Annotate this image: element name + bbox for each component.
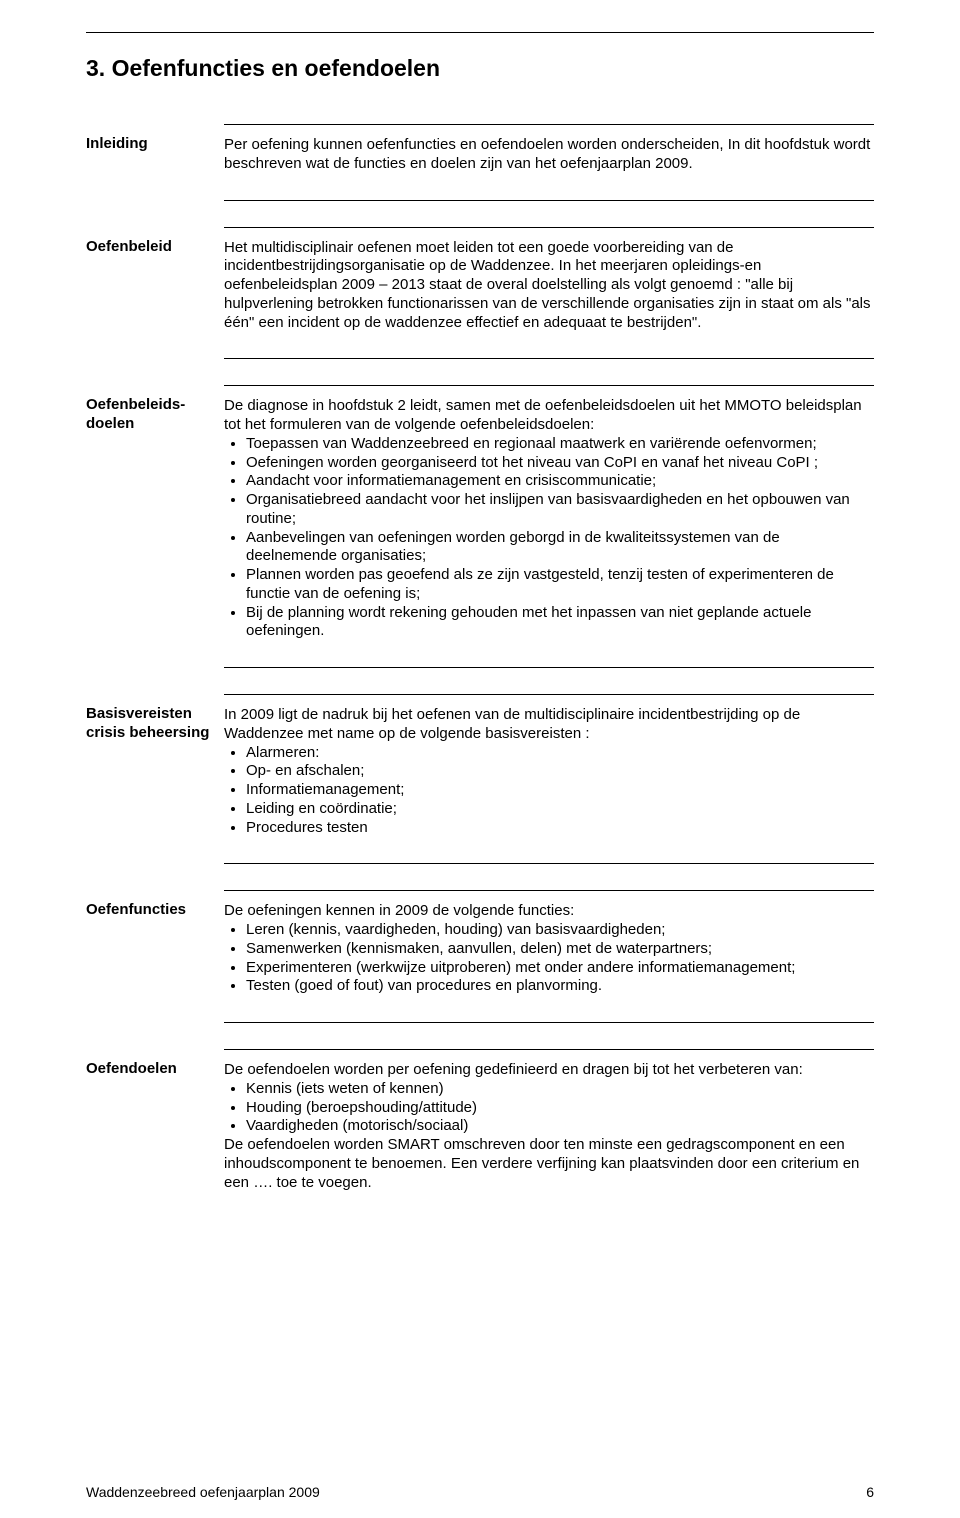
list-item: Samenwerken (kennismaken, aanvullen, del…: [246, 940, 874, 959]
rule-wrap: [86, 358, 874, 359]
section-rule: [224, 863, 874, 864]
content-oefenbeleidsdoelen: De diagnose in hoofdstuk 2 leidt, samen …: [224, 385, 874, 667]
list-item: Bij de planning wordt rekening gehouden …: [246, 604, 874, 642]
list-item: Oefeningen worden georganiseerd tot het …: [246, 454, 874, 473]
label-basisvereisten: Basisvereisten crisis beheersing: [86, 694, 224, 743]
list-item: Informatiemanagement;: [246, 781, 874, 800]
label-oefenbeleidsdoelen: Oefenbeleids-doelen: [86, 385, 224, 434]
content-basisvereisten: In 2009 ligt de nadruk bij het oefenen v…: [224, 694, 874, 863]
list-item: Alarmeren:: [246, 744, 874, 763]
list-basisvereisten: Alarmeren: Op- en afschalen; Informatiem…: [224, 744, 874, 838]
content-oefendoelen: De oefendoelen worden per oefening gedef…: [224, 1049, 874, 1202]
list-item: Procedures testen: [246, 819, 874, 838]
section-rule: [224, 1022, 874, 1023]
section-oefendoelen: Oefendoelen De oefendoelen worden per oe…: [86, 1049, 874, 1202]
list-item: Vaardigheden (motorisch/sociaal): [246, 1117, 874, 1136]
content-oefenfuncties: De oefeningen kennen in 2009 de volgende…: [224, 890, 874, 1022]
list-item: Houding (beroepshouding/attitude): [246, 1099, 874, 1118]
list-item: Plannen worden pas geoefend als ze zijn …: [246, 566, 874, 604]
intro-oefenbeleidsdoelen: De diagnose in hoofdstuk 2 leidt, samen …: [224, 397, 874, 435]
section-rule: [224, 667, 874, 668]
page: 3. Oefenfuncties en oefendoelen Inleidin…: [0, 0, 960, 1518]
section-oefenfuncties: Oefenfuncties De oefeningen kennen in 20…: [86, 890, 874, 1022]
list-item: Leren (kennis, vaardigheden, houding) va…: [246, 921, 874, 940]
section-rule: [224, 200, 874, 201]
intro-oefenfuncties: De oefeningen kennen in 2009 de volgende…: [224, 902, 874, 921]
list-item: Op- en afschalen;: [246, 762, 874, 781]
list-item: Aanbevelingen van oefeningen worden gebo…: [246, 529, 874, 567]
footer-page-number: 6: [866, 1484, 874, 1500]
list-item: Aandacht voor informatiemanagement en cr…: [246, 472, 874, 491]
list-oefenbeleidsdoelen: Toepassen van Waddenzeebreed en regionaa…: [224, 435, 874, 641]
rule-wrap: [86, 863, 874, 864]
text-oefenbeleid: Het multidisciplinair oefenen moet leide…: [224, 239, 874, 333]
page-title: 3. Oefenfuncties en oefendoelen: [86, 55, 874, 82]
intro-basisvereisten: In 2009 ligt de nadruk bij het oefenen v…: [224, 706, 874, 744]
intro-oefendoelen: De oefendoelen worden per oefening gedef…: [224, 1061, 874, 1080]
list-item: Leiding en coördinatie;: [246, 800, 874, 819]
rule-wrap: [86, 1022, 874, 1023]
text-inleiding: Per oefening kunnen oefenfuncties en oef…: [224, 136, 874, 174]
label-oefenfuncties: Oefenfuncties: [86, 890, 224, 920]
footer: Waddenzeebreed oefenjaarplan 2009 6: [86, 1484, 874, 1500]
label-inleiding: Inleiding: [86, 124, 224, 154]
rule-wrap: [86, 200, 874, 201]
list-item: Organisatiebreed aandacht voor het insli…: [246, 491, 874, 529]
label-oefenbeleid: Oefenbeleid: [86, 227, 224, 257]
rule-wrap: [86, 667, 874, 668]
list-item: Testen (goed of fout) van procedures en …: [246, 977, 874, 996]
section-basisvereisten: Basisvereisten crisis beheersing In 2009…: [86, 694, 874, 863]
list-item: Kennis (iets weten of kennen): [246, 1080, 874, 1099]
top-rule: [86, 32, 874, 33]
section-oefenbeleidsdoelen: Oefenbeleids-doelen De diagnose in hoofd…: [86, 385, 874, 667]
section-inleiding: Inleiding Per oefening kunnen oefenfunct…: [86, 124, 874, 200]
list-oefendoelen: Kennis (iets weten of kennen) Houding (b…: [224, 1080, 874, 1136]
footer-left: Waddenzeebreed oefenjaarplan 2009: [86, 1484, 320, 1500]
section-rule: [224, 358, 874, 359]
content-oefenbeleid: Het multidisciplinair oefenen moet leide…: [224, 227, 874, 359]
list-item: Toepassen van Waddenzeebreed en regionaa…: [246, 435, 874, 454]
section-oefenbeleid: Oefenbeleid Het multidisciplinair oefene…: [86, 227, 874, 359]
list-item: Experimenteren (werkwijze uitproberen) m…: [246, 959, 874, 978]
content-inleiding: Per oefening kunnen oefenfuncties en oef…: [224, 124, 874, 200]
list-oefenfuncties: Leren (kennis, vaardigheden, houding) va…: [224, 921, 874, 996]
label-oefendoelen: Oefendoelen: [86, 1049, 224, 1079]
outro-oefendoelen: De oefendoelen worden SMART omschreven d…: [224, 1136, 874, 1192]
